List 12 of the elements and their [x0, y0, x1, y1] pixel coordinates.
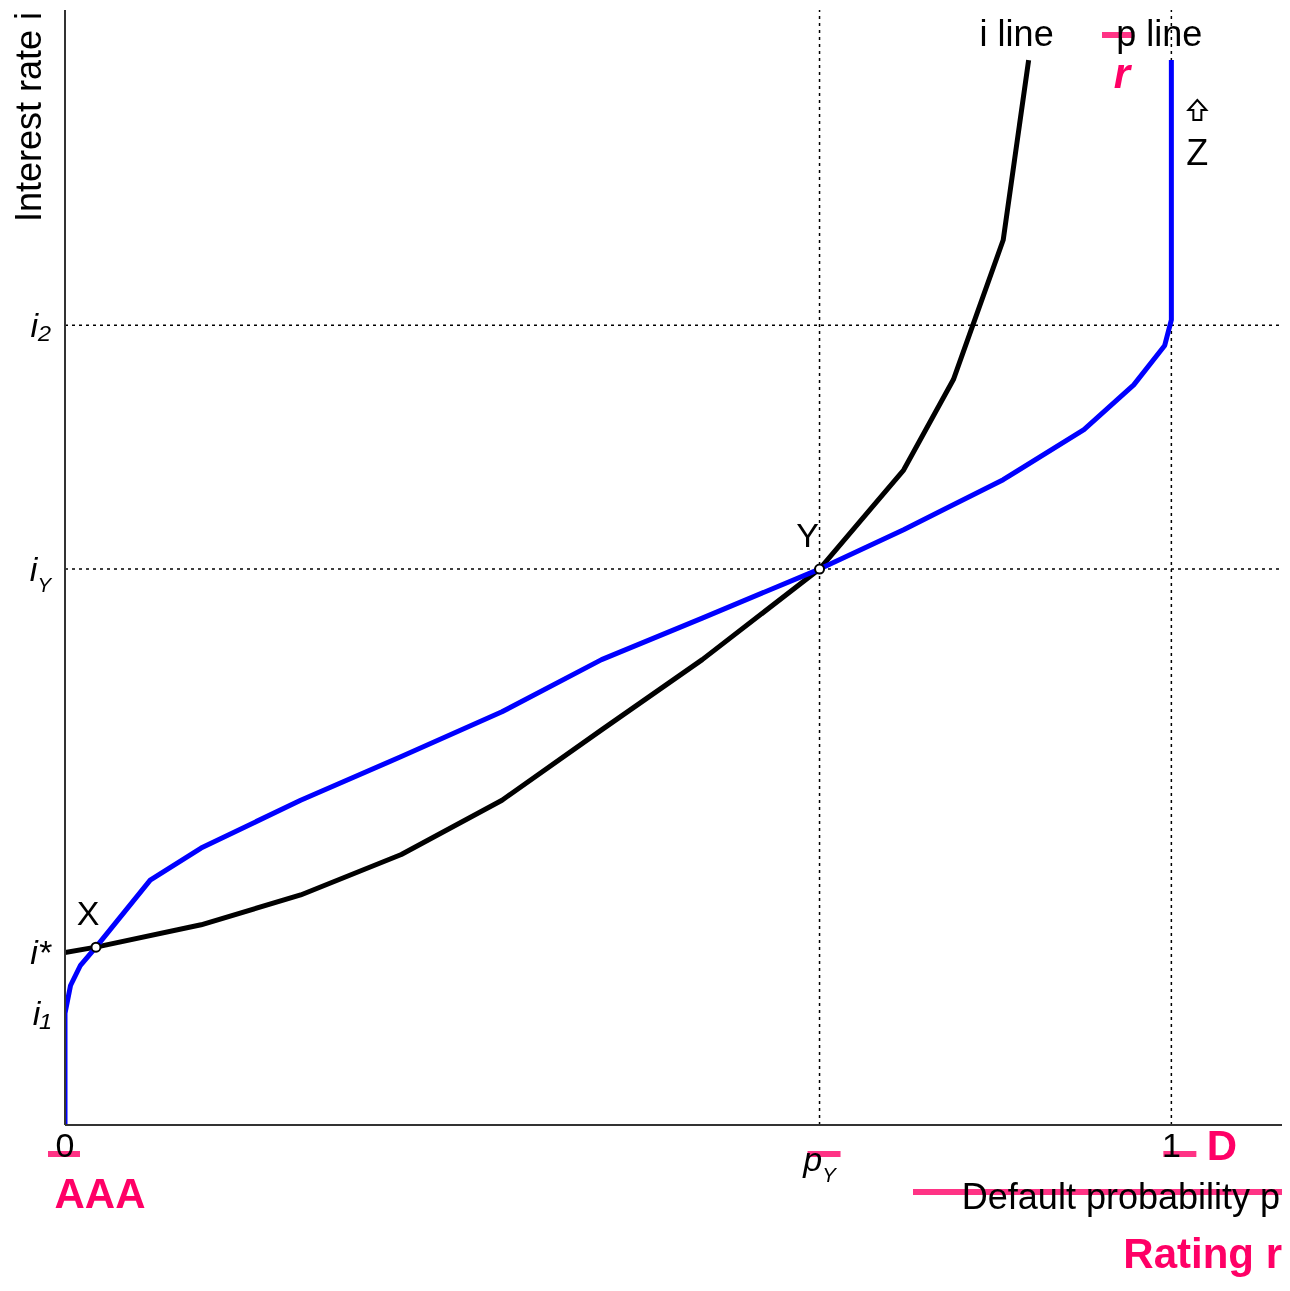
text: Rating r: [1123, 1230, 1282, 1277]
text: AAA: [54, 1170, 146, 1217]
annotation: Z: [1186, 131, 1209, 173]
annotation: i*: [30, 933, 53, 972]
annotation: i₁: [32, 994, 51, 1033]
series-label: i line: [979, 13, 1054, 55]
y-axis-title: Interest rate i: [8, 12, 49, 223]
annotation: Y: [796, 516, 819, 555]
annotation: X: [76, 894, 100, 933]
ref-line-label: i₂: [30, 306, 52, 345]
annotation: D: [1206, 1122, 1238, 1169]
ref-line-label: i$_{Y}$: [29, 550, 53, 597]
